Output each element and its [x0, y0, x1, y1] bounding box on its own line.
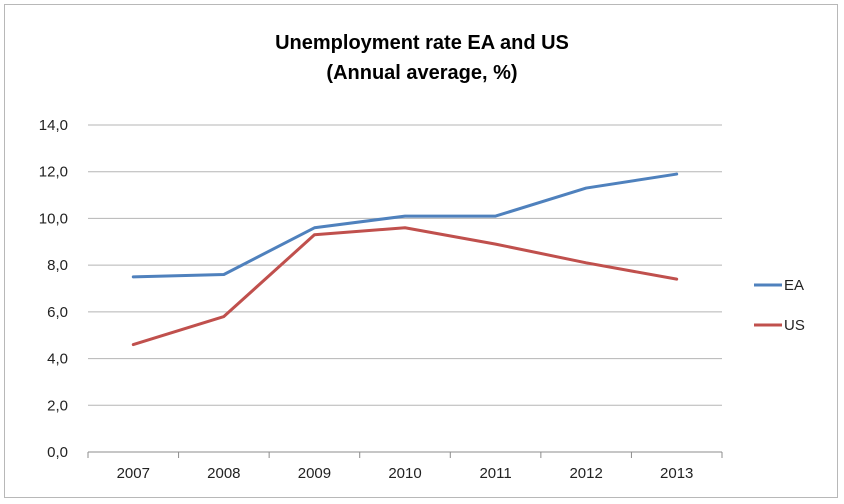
y-tick-label: 6,0	[47, 304, 68, 321]
chart-title: Unemployment rate EA and US	[275, 32, 569, 54]
legend-label-us: US	[784, 317, 805, 334]
x-tick-label: 2008	[207, 465, 240, 482]
series-line-ea	[131, 172, 679, 279]
chart-frame	[4, 4, 838, 498]
y-tick-label: 8,0	[47, 257, 68, 274]
y-tick-label: 14,0	[39, 117, 68, 134]
y-tick-label: 4,0	[47, 351, 68, 368]
series-line-us	[131, 226, 679, 347]
x-tick-label: 2011	[479, 465, 511, 482]
x-tick-label: 2012	[569, 465, 602, 482]
x-tick-label: 2010	[388, 465, 421, 482]
y-tick-label: 12,0	[39, 164, 68, 181]
legend-label-ea: EA	[784, 277, 804, 294]
y-tick-label: 2,0	[47, 397, 68, 414]
x-tick-label: 2007	[117, 465, 150, 482]
y-tick-label: 10,0	[39, 210, 68, 227]
chart-subtitle: (Annual average, %)	[326, 62, 518, 84]
y-tick-label: 0,0	[47, 444, 68, 461]
x-tick-label: 2009	[298, 465, 331, 482]
chart-title-block: Unemployment rate EA and US (Annual aver…	[0, 28, 844, 88]
x-tick-label: 2013	[660, 465, 693, 482]
